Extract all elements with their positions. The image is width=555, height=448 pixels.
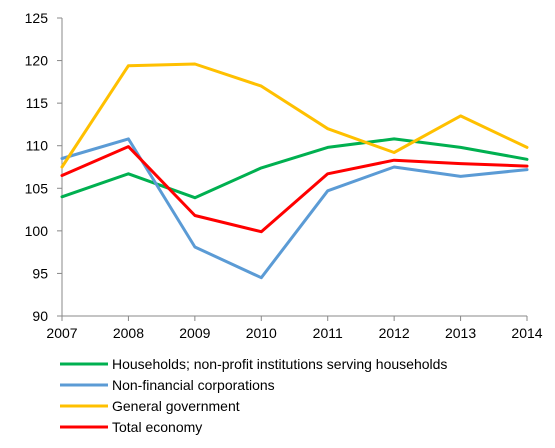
x-tick-label: 2007 xyxy=(46,325,77,341)
y-tick-label: 110 xyxy=(26,138,49,154)
legend-item: Households; non-profit institutions serv… xyxy=(60,356,447,372)
legend: Households; non-profit institutions serv… xyxy=(60,356,447,435)
legend-item: Total economy xyxy=(60,419,202,435)
x-tick-label: 2008 xyxy=(113,325,144,341)
y-axis: 90 95 100 105 110 115 120 125 xyxy=(25,10,63,324)
legend-label: Total economy xyxy=(112,419,202,435)
series-line-0 xyxy=(60,137,529,200)
x-tick-label: 2012 xyxy=(379,325,410,341)
y-tick-label: 105 xyxy=(25,180,49,196)
y-tick-label: 95 xyxy=(32,265,48,281)
series-line-1 xyxy=(60,137,529,280)
y-tick-label: 100 xyxy=(25,223,49,239)
legend-label: General government xyxy=(112,398,240,414)
x-tick-label: 2010 xyxy=(246,325,277,341)
series-line-3 xyxy=(60,145,529,234)
x-tick-label: 2009 xyxy=(179,325,210,341)
series-line-2 xyxy=(60,62,529,169)
y-tick-label: 120 xyxy=(25,53,49,69)
legend-label: Households; non-profit institutions serv… xyxy=(112,356,447,372)
legend-item: General government xyxy=(60,398,240,414)
legend-label: Non-financial corporations xyxy=(112,377,275,393)
y-tick-label: 115 xyxy=(26,95,49,111)
x-tick-label: 2011 xyxy=(313,325,343,341)
legend-item: Non-financial corporations xyxy=(60,377,275,393)
y-tick-label: 90 xyxy=(32,308,48,324)
y-tick-label: 125 xyxy=(25,10,49,26)
x-tick-label: 2014 xyxy=(511,325,542,341)
series-lines xyxy=(60,62,529,280)
x-axis: 2007 2008 2009 2010 2011 2012 2013 2014 xyxy=(46,315,543,341)
x-tick-label: 2013 xyxy=(445,325,476,341)
